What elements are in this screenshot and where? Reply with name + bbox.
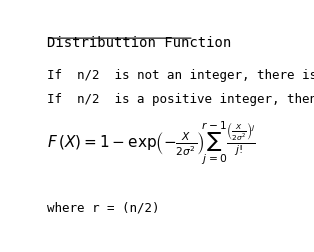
Text: If  n/2  is not an integer, there is no closed form.: If n/2 is not an integer, there is no cl… [46, 69, 314, 82]
Text: If  n/2  is a positive integer, then: If n/2 is a positive integer, then [46, 92, 314, 105]
Text: Distributtion Function: Distributtion Function [46, 36, 231, 50]
Text: where r = (n/2): where r = (n/2) [46, 201, 159, 214]
Text: $F\,(X) = 1 - \exp\!\left(-\frac{X}{2\sigma^2}\right)\!\sum_{j=0}^{r-1}\frac{\le: $F\,(X) = 1 - \exp\!\left(-\frac{X}{2\si… [46, 119, 255, 167]
